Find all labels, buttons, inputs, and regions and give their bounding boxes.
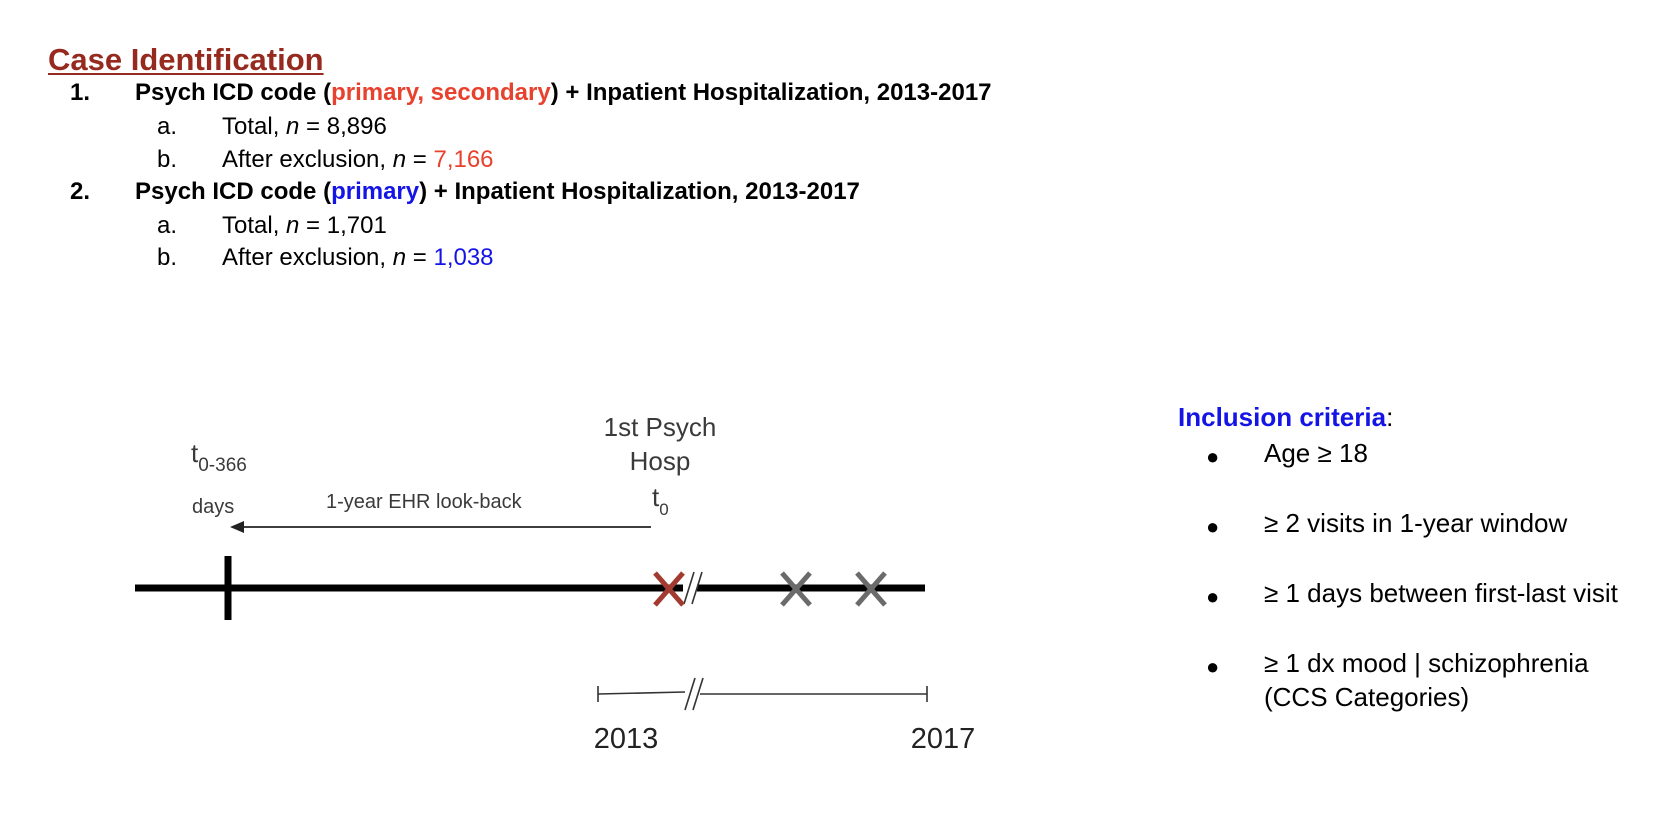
start-sub: 0-366 — [198, 455, 247, 476]
sub-letter: a. — [157, 212, 178, 239]
sub-letter: b. — [157, 146, 178, 173]
equals: = — [299, 113, 327, 140]
inclusion-criteria-title: Inclusion criteria — [1178, 402, 1387, 432]
equals: = — [406, 146, 434, 173]
criteria-item: ≥ 1 dx mood | schizophrenia (CCS Categor… — [1264, 648, 1589, 712]
sub-item-total: Total, n = 8,896 — [222, 113, 387, 141]
bullet-icon: ● — [1206, 444, 1220, 469]
sub-item-after-exclusion: After exclusion, n = 1,038 — [222, 244, 494, 272]
item-heading: Psych ICD code (primary) + Inpatient Hos… — [135, 178, 860, 206]
sub-item-total: Total, n = 1,701 — [222, 212, 387, 240]
hosp-label-line1: 1st Psych — [604, 412, 717, 442]
year-start-label: 2013 — [594, 723, 659, 755]
item-prefix: Psych ICD code ( — [135, 178, 332, 205]
item-heading: Psych ICD code (primary, secondary) + In… — [135, 79, 992, 107]
item-number: 2. — [70, 178, 91, 205]
equals: = — [406, 244, 434, 271]
start-label: t0-366 — [191, 438, 247, 476]
first-hosp-x-icon — [653, 571, 685, 607]
n-label: n — [392, 146, 407, 173]
start-main: t — [191, 438, 199, 468]
sub-item-after-exclusion: After exclusion, n = 7,166 — [222, 146, 494, 174]
hosp-label-line2: Hosp — [630, 446, 691, 476]
criteria-item: ≥ 2 visits in 1-year window — [1264, 508, 1568, 538]
item-prefix: Psych ICD code ( — [135, 79, 332, 106]
n-label: n — [392, 244, 407, 271]
equals: = — [299, 212, 327, 239]
count-value: 1,038 — [433, 244, 494, 271]
criteria-item: ≥ 1 days between first-last visit — [1264, 578, 1618, 608]
timeline-break-gap — [683, 578, 697, 598]
sub-text: After exclusion, — [222, 244, 393, 271]
bullet-icon: ● — [1206, 584, 1220, 609]
item-suffix: ) + Inpatient Hospitalization, 2013-2017 — [419, 178, 860, 205]
t0-sub: 0 — [659, 500, 668, 519]
criteria-item: Age ≥ 18 — [1264, 438, 1368, 468]
sub-text: Total, — [222, 212, 287, 239]
sub-text: After exclusion, — [222, 146, 393, 173]
item-suffix: ) + Inpatient Hospitalization, 2013-2017 — [550, 79, 992, 106]
t0-label: t0 — [652, 482, 669, 519]
break-slash-icon — [683, 571, 695, 605]
lookback-label: 1-year EHR look-back — [326, 491, 523, 513]
arrow-head-icon — [230, 521, 244, 533]
break-slash-icon — [691, 571, 703, 605]
days-label: days — [192, 496, 234, 518]
n-label: n — [286, 212, 300, 239]
break-slash-icon — [684, 677, 696, 711]
sub-letter: a. — [157, 113, 178, 140]
visit-x-icon — [855, 571, 887, 607]
t0-main: t — [652, 482, 660, 512]
inclusion-criteria-colon: : — [1386, 402, 1394, 432]
bullet-icon: ● — [1206, 514, 1220, 539]
item-highlight: primary, secondary — [331, 79, 551, 106]
break-slash-icon — [692, 677, 704, 711]
n-label: n — [286, 113, 300, 140]
count-value: 7,166 — [433, 146, 494, 173]
item-number: 1. — [70, 79, 91, 106]
bullet-icon: ● — [1206, 654, 1220, 679]
inclusion-criteria-heading: Inclusion criteria: — [1178, 402, 1393, 433]
section-title: Case Identification — [48, 42, 324, 77]
count-value: 8,896 — [326, 113, 387, 140]
sub-text: Total, — [222, 113, 287, 140]
sub-letter: b. — [157, 244, 178, 271]
count-value: 1,701 — [326, 212, 387, 239]
item-highlight: primary — [331, 178, 420, 205]
year-range-line — [597, 691, 686, 695]
visit-x-icon — [780, 571, 812, 607]
year-end-label: 2017 — [911, 723, 976, 755]
